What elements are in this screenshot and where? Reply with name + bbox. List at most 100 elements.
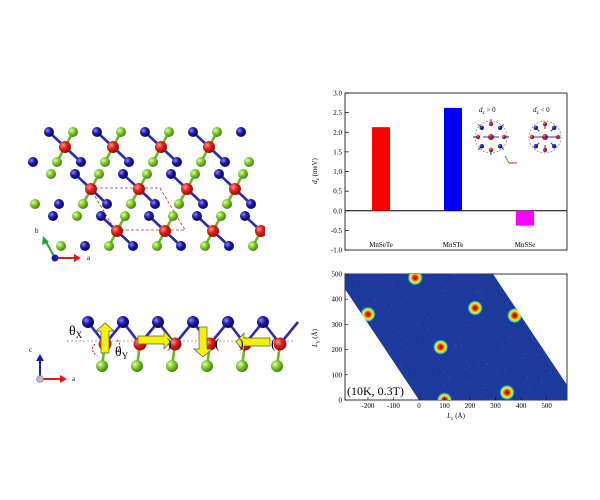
mn-atom (59, 141, 71, 153)
s-atom (240, 211, 250, 221)
map-ticks: -200 -100 0 100 200 300 400 500 0 100 200 300 400 500 (332, 271, 553, 411)
te-atom (94, 169, 104, 179)
y-tick-label: -1.0 (331, 247, 343, 255)
rotation-marker: ) (239, 337, 244, 352)
s-atom (70, 169, 80, 179)
x-tick-label: 300 (490, 402, 501, 410)
crystal-side-view: θX θY )()( a c (29, 316, 300, 383)
crystal-top-view: a b (28, 127, 265, 262)
x-tick-label: 200 (465, 402, 476, 410)
s-atom (166, 169, 176, 179)
x-tick-label: -100 (387, 402, 400, 410)
s-atom (176, 241, 186, 251)
te-atom (244, 157, 254, 167)
s-atom (144, 211, 154, 221)
spin-arrow (95, 322, 115, 354)
s-atom (124, 157, 134, 167)
mn-atom (111, 225, 123, 237)
s-atom (76, 157, 86, 167)
te-atom (168, 211, 178, 221)
inset-dz-positive-label: dz > 0 (479, 106, 496, 116)
te-atom (216, 211, 226, 221)
mn-atom (207, 225, 219, 237)
te-atom (200, 241, 210, 251)
mn-atom (229, 183, 241, 195)
x-tick-label: 100 (439, 402, 450, 410)
te-atom (131, 360, 143, 372)
te-atom (248, 241, 258, 251)
bar-mnsse (516, 210, 534, 226)
bar-mnsete (372, 127, 390, 211)
s-atom (118, 169, 128, 179)
spin-arrow (193, 326, 213, 358)
anti-texture-icon (528, 120, 562, 154)
te-atom (271, 360, 283, 372)
s-atom (44, 127, 54, 137)
te-atom (166, 360, 178, 372)
s-atom (48, 211, 58, 221)
skyrmion-spot (407, 274, 424, 286)
te-atom (56, 241, 66, 251)
mn-atom (255, 225, 265, 237)
y-tick-label: -0.5 (331, 227, 343, 235)
inset-axes (504, 155, 517, 164)
svg-text:θY: θY (115, 345, 129, 361)
te-atom (52, 157, 62, 167)
theta-y-angle-marker: θY (115, 339, 129, 361)
y-tick-label: 1.5 (333, 148, 342, 156)
te-atom (30, 199, 40, 209)
s-atom (152, 316, 164, 328)
te-atom (68, 127, 78, 137)
s-atom (246, 199, 256, 209)
inset-dz-negative-label: dz < 0 (533, 106, 550, 116)
skyrmion-spot (499, 384, 516, 400)
y-tick-label: 200 (332, 346, 343, 354)
te-atom (164, 127, 174, 137)
s-atom (220, 157, 230, 167)
s-atom (80, 241, 90, 251)
y-tick-label: 300 (332, 321, 343, 329)
te-atom (174, 199, 184, 209)
s-atom (224, 241, 234, 251)
map-y-label: Ly (Å) (311, 328, 321, 348)
axis-a-label: a (87, 254, 91, 262)
s-atom (214, 169, 224, 179)
neel-texture-icon (473, 119, 509, 155)
axis-indicator: a b (35, 227, 91, 262)
y-tick-label: 400 (332, 296, 343, 304)
skyrmion-spot (432, 339, 449, 356)
rotation-marker: ( (215, 337, 220, 352)
skyrmion-map: -200 -100 0 100 200 300 400 500 0 100 200 300 400 500… (311, 271, 568, 422)
te-atom (142, 169, 152, 179)
te-atom (116, 127, 126, 137)
spin-arrow (137, 330, 173, 350)
theta-x-angle-marker: θX (69, 324, 98, 357)
s-atom (82, 316, 94, 328)
te-atom (46, 169, 56, 179)
x-tick-label: -200 (362, 402, 375, 410)
y-tick-label: 100 (332, 371, 343, 379)
side-axis-a-label: a (72, 375, 76, 383)
te-atom (72, 211, 82, 221)
skyrmion-spot (436, 392, 453, 400)
te-atom (104, 241, 114, 251)
theta-y-subscript: Y (122, 351, 129, 361)
y-tick-label: 0 (339, 397, 343, 405)
s-atom (128, 241, 138, 251)
s-atom (188, 127, 198, 137)
s-atom (192, 211, 202, 221)
mn-atom (85, 183, 97, 195)
mn-atom (107, 141, 119, 153)
s-atom (187, 316, 199, 328)
y-tick-label: 0.5 (333, 188, 342, 196)
axis-b-label: b (35, 227, 39, 235)
map-x-label: Lx (Å) (446, 412, 466, 422)
s-atom (96, 211, 106, 221)
te-atom (238, 169, 248, 179)
s-atom (150, 199, 160, 209)
x-tick-label: 0 (417, 402, 421, 410)
s-atom (172, 157, 182, 167)
mn-atom (155, 141, 167, 153)
te-atom (236, 360, 248, 372)
side-axis-c-label: c (29, 346, 32, 354)
